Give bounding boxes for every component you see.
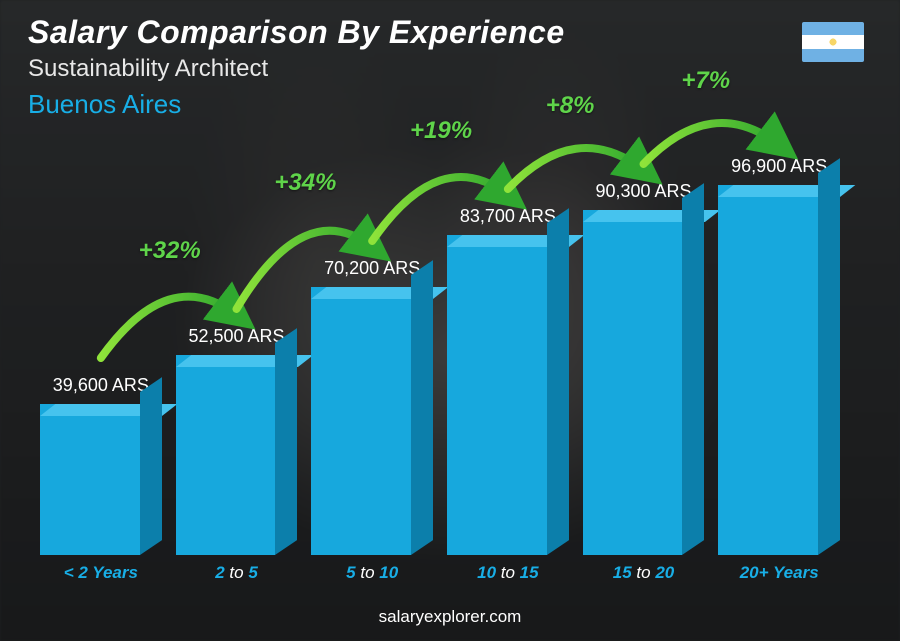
- delta-label: +7%: [681, 67, 730, 95]
- x-tick: 20+ Years: [718, 563, 840, 583]
- flag-sun-icon: [827, 36, 839, 48]
- title-block: Salary Comparison By Experience Sustaina…: [28, 14, 565, 120]
- bar-value-label: 39,600 ARS: [53, 375, 149, 396]
- bar-slot: 90,300 ARS: [583, 181, 705, 555]
- content: Salary Comparison By Experience Sustaina…: [0, 0, 900, 641]
- bar-slot: 52,500 ARS: [176, 326, 298, 555]
- page-title: Salary Comparison By Experience: [28, 14, 565, 51]
- flag-argentina-icon: [802, 22, 864, 62]
- salary-chart: 39,600 ARS 52,500 ARS 70,200 ARS 83,700 ARS…: [40, 150, 840, 583]
- bar-front: [176, 355, 276, 555]
- bar-side: [547, 208, 569, 555]
- bar-side: [275, 328, 297, 555]
- bar: [40, 404, 162, 555]
- bar: [311, 287, 433, 555]
- x-axis: < 2 Years 2 to 5 5 to 10 10 to 15 15 to 20 20…: [40, 563, 840, 583]
- bar-front: [447, 235, 547, 555]
- x-tick: 15 to 20: [583, 563, 705, 583]
- delta-label: +34%: [274, 169, 336, 197]
- bar-front: [718, 185, 818, 555]
- bar-group: 39,600 ARS 52,500 ARS 70,200 ARS 83,700 ARS…: [40, 150, 840, 555]
- bar-side: [682, 183, 704, 555]
- delta-label: +19%: [410, 117, 472, 145]
- bar-side: [818, 158, 840, 555]
- bar-side: [140, 377, 162, 555]
- bar-value-label: 52,500 ARS: [188, 326, 284, 347]
- bar: [176, 355, 298, 555]
- bar-value-label: 96,900 ARS: [731, 156, 827, 177]
- delta-label: +32%: [139, 237, 201, 265]
- bar-slot: 96,900 ARS: [718, 156, 840, 555]
- footer-credit: salaryexplorer.com: [0, 607, 900, 627]
- x-tick: 10 to 15: [447, 563, 569, 583]
- page-location: Buenos Aires: [28, 89, 565, 120]
- bar-slot: 83,700 ARS: [447, 206, 569, 555]
- bar-front: [583, 210, 683, 555]
- bar-front: [40, 404, 140, 555]
- bar: [583, 210, 705, 555]
- delta-label: +8%: [546, 92, 595, 120]
- page-subtitle: Sustainability Architect: [28, 55, 565, 83]
- x-tick: < 2 Years: [40, 563, 162, 583]
- bar: [447, 235, 569, 555]
- bar-value-label: 83,700 ARS: [460, 206, 556, 227]
- bar-slot: 70,200 ARS: [311, 258, 433, 555]
- bar: [718, 185, 840, 555]
- bar-value-label: 70,200 ARS: [324, 258, 420, 279]
- bar-front: [311, 287, 411, 555]
- bar-slot: 39,600 ARS: [40, 375, 162, 555]
- bar-side: [411, 260, 433, 555]
- x-tick: 5 to 10: [311, 563, 433, 583]
- bar-value-label: 90,300 ARS: [595, 181, 691, 202]
- x-tick: 2 to 5: [176, 563, 298, 583]
